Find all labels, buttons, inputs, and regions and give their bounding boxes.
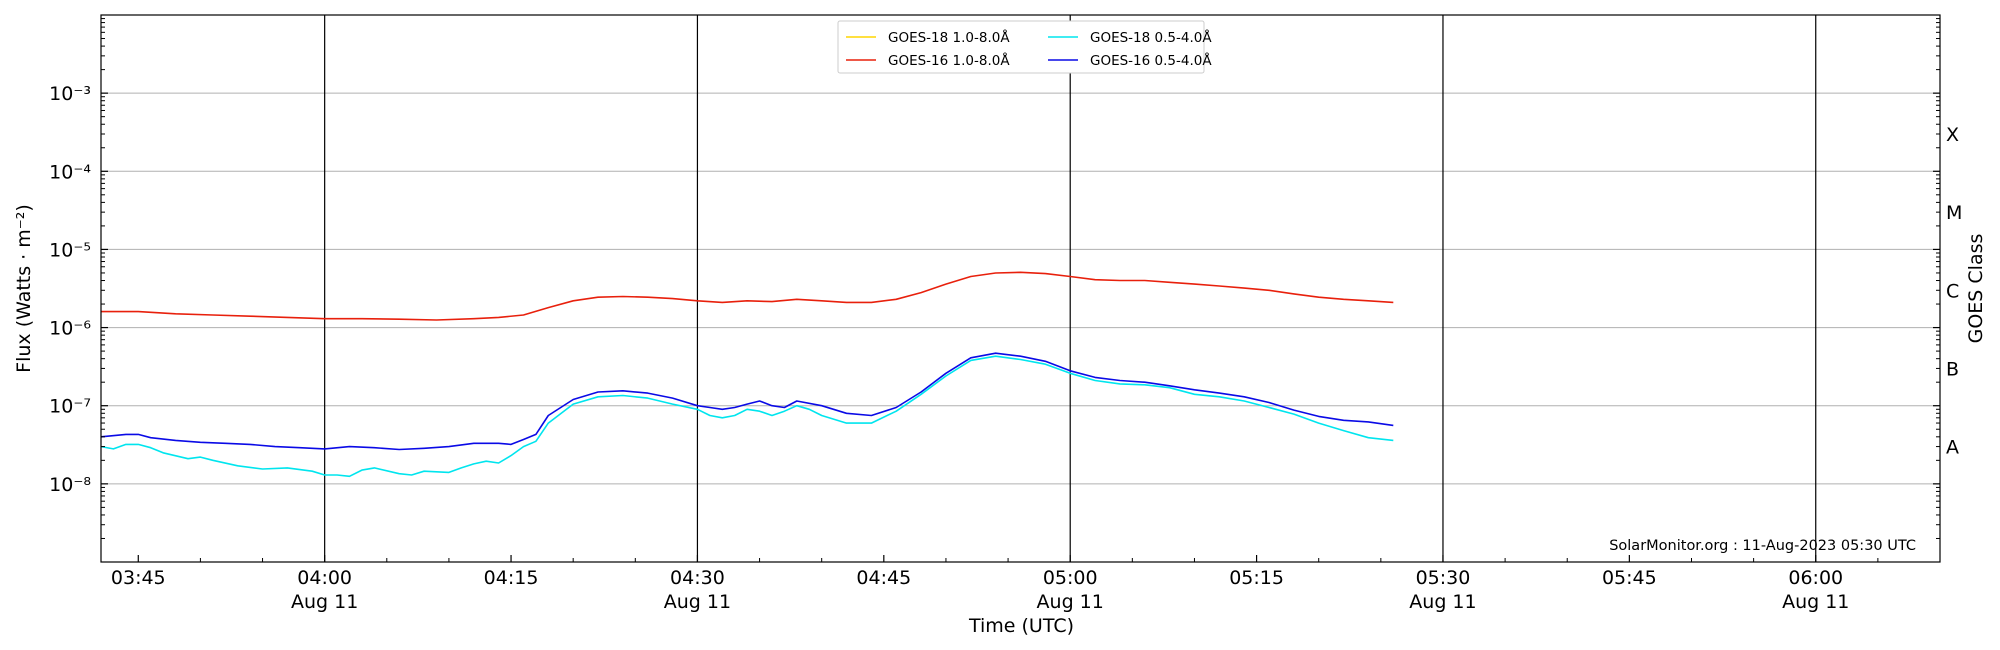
goes-class-label: M: [1946, 202, 1962, 224]
goes-class-axis: A B C M X: [1946, 124, 1962, 459]
goes-class-label: A: [1946, 437, 1959, 459]
y-tick-label: 10⁻⁷: [49, 396, 91, 418]
legend: GOES-18 1.0-8.0Å GOES-16 1.0-8.0Å GOES-18 …: [837, 20, 1212, 74]
x-tick-date-label: Aug 11: [1409, 591, 1476, 613]
goes-class-label: B: [1946, 358, 1959, 380]
source-footer: SolarMonitor.org : 11-Aug-2023 05:30 UTC: [1609, 538, 1916, 554]
y-tick-label: 10⁻³: [49, 83, 91, 105]
x-tick-date-label: Aug 11: [1037, 591, 1104, 613]
day-marker-lines: [324, 15, 1817, 562]
x-tick-label: 04:15: [484, 567, 539, 589]
x-tick-label: 05:15: [1229, 567, 1284, 589]
y-axis-label: Flux (Watts · m⁻²): [13, 204, 35, 373]
y-tick-label: 10⁻⁵: [49, 239, 91, 261]
x-tick-date-label: Aug 11: [664, 591, 731, 613]
legend-label: GOES-18 1.0-8.0Å: [888, 29, 1010, 46]
x-tick-label: 04:30: [670, 567, 725, 589]
x-tick-date-label: Aug 11: [1782, 591, 1849, 613]
y-axis: 10⁻⁸ 10⁻⁷ 10⁻⁶ 10⁻⁵ 10⁻⁴ 10⁻³: [49, 18, 1940, 539]
x-tick-label: 06:00: [1788, 567, 1843, 589]
x-tick-date-label: Aug 11: [291, 591, 358, 613]
plot-area-frame: [100, 14, 1941, 563]
goes-class-label: C: [1946, 280, 1959, 302]
series-line-3: [100, 352, 1394, 451]
y-tick-label: 10⁻⁸: [49, 474, 91, 496]
series-lines: [100, 271, 1394, 478]
legend-label: GOES-16 0.5-4.0Å: [1090, 52, 1212, 69]
gridlines: [101, 92, 1940, 485]
x-tick-label: 04:00: [297, 567, 352, 589]
x-tick-label: 03:45: [111, 567, 166, 589]
series-line-1: [101, 271, 1394, 321]
y-tick-label: 10⁻⁶: [49, 318, 91, 340]
x-tick-label: 05:45: [1602, 567, 1657, 589]
y-tick-label: 10⁻⁴: [49, 161, 91, 183]
goes-class-label: X: [1946, 124, 1959, 146]
x-tick-label: 05:30: [1416, 567, 1471, 589]
x-tick-label: 05:00: [1043, 567, 1098, 589]
legend-label: GOES-18 0.5-4.0Å: [1090, 29, 1212, 46]
legend-label: GOES-16 1.0-8.0Å: [888, 52, 1010, 69]
x-tick-label: 04:45: [856, 567, 911, 589]
legend-box: [837, 20, 1205, 74]
goes-class-axis-label: GOES Class: [1965, 234, 1987, 344]
x-axis-label: Time (UTC): [968, 615, 1074, 637]
series-line-2: [100, 355, 1394, 478]
